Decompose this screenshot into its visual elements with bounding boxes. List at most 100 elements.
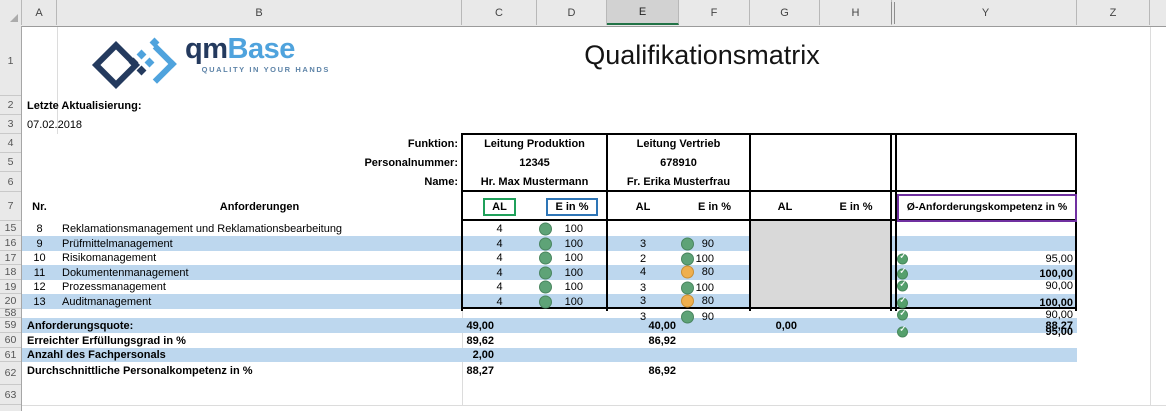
cell-avg[interactable]: 90,00 [895, 308, 1077, 322]
summary-y-value[interactable] [973, 362, 1073, 379]
summary-c-value[interactable]: 88,27 [466, 364, 494, 377]
summary-g-value[interactable] [717, 333, 797, 348]
cell-al-p1[interactable]: 4 [496, 295, 503, 308]
cell-nr[interactable]: 10 [33, 252, 46, 264]
summary-y-value[interactable]: 88,27 [1045, 319, 1073, 332]
person2-funktion[interactable]: Leitung Vertrieb [636, 137, 721, 150]
row-header-61[interactable]: 61 [0, 348, 21, 362]
summary-c-value[interactable]: 89,62 [466, 334, 494, 347]
cell-e-p1[interactable]: 100 [537, 294, 607, 309]
cell-e-p2[interactable]: 90 [679, 309, 750, 324]
cell-al-p2[interactable]: 2 [639, 252, 647, 265]
row-header-5[interactable]: 5 [0, 153, 21, 172]
cell-al-p1[interactable]: 4 [496, 237, 503, 250]
row-header-62[interactable]: 62 [0, 362, 21, 385]
row-header-3[interactable]: 3 [0, 115, 21, 134]
summary-label[interactable]: Anforderungsquote: [27, 319, 134, 332]
header-e-pct-2[interactable]: E in % [697, 200, 731, 213]
cell-nr[interactable]: 12 [33, 281, 46, 293]
person1-personalnummer[interactable]: 12345 [519, 156, 550, 169]
row-header-63[interactable]: 63 [0, 385, 21, 405]
summary-label[interactable]: Durchschnittliche Personalkompetenz in % [27, 364, 253, 377]
row-header-15[interactable]: 15 [0, 221, 21, 236]
row-header-17[interactable]: 17 [0, 251, 21, 265]
cell-al-p1[interactable]: 4 [496, 281, 503, 293]
cell-avg[interactable]: 100,00 [895, 266, 1077, 281]
row-header-6[interactable]: 6 [0, 172, 21, 192]
cell-anforderung[interactable]: Prozessmanagement [62, 281, 166, 293]
cell-al-p2[interactable]: 3 [639, 310, 647, 323]
column-header-h[interactable]: H [820, 0, 892, 25]
cell-anforderung[interactable]: Dokumentenmanagement [62, 266, 189, 279]
row-header-16[interactable]: 16 [0, 236, 21, 251]
person2-name[interactable]: Fr. Erika Musterfrau [626, 176, 731, 188]
row-header-58[interactable]: 58 [0, 307, 21, 319]
summary-g-value[interactable] [717, 362, 797, 379]
column-header-c[interactable]: C [462, 0, 537, 25]
row-header-60[interactable]: 60 [0, 333, 21, 348]
cell-nr[interactable]: 13 [33, 295, 46, 308]
row-header-7[interactable]: 7 [0, 192, 21, 221]
column-header-e-selected[interactable]: E [607, 0, 679, 25]
row-header-59[interactable]: 59 [0, 318, 21, 333]
cell-al-p1[interactable]: 4 [496, 266, 503, 279]
cell-avg[interactable]: 95,00 [895, 324, 1077, 339]
last-update-label[interactable]: Letzte Aktualisierung: [27, 99, 142, 112]
person1-funktion[interactable]: Leitung Produktion [484, 137, 585, 150]
cell-e-p1[interactable]: 100 [537, 251, 607, 265]
summary-label[interactable]: Anzahl des Fachpersonals [27, 349, 166, 361]
person1-name[interactable]: Hr. Max Mustermann [480, 176, 589, 188]
row-header-4[interactable]: 4 [0, 134, 21, 153]
header-al-2[interactable]: AL [635, 200, 651, 213]
column-header-d[interactable]: D [537, 0, 607, 25]
cell-anforderung[interactable]: Risikomanagement [62, 252, 157, 264]
row-header-19[interactable]: 19 [0, 280, 21, 294]
summary-e-value[interactable]: 86,92 [648, 334, 676, 347]
summary-e-value[interactable]: 86,92 [648, 364, 676, 377]
header-e-pct-1[interactable]: E in % [537, 192, 607, 221]
column-header-a[interactable]: A [22, 0, 57, 25]
cell-anforderung[interactable]: Prüfmittelmanagement [62, 237, 173, 250]
summary-y-value[interactable] [973, 348, 1073, 362]
person3-name[interactable] [750, 172, 892, 192]
cell-nr[interactable]: 11 [33, 266, 46, 279]
person3-funktion[interactable] [750, 134, 892, 153]
summary-c-value[interactable]: 2,00 [472, 349, 494, 361]
cell-e-p1[interactable]: 100 [537, 221, 607, 236]
row-header-18[interactable]: 18 [0, 265, 21, 280]
select-all-corner[interactable] [0, 0, 22, 25]
column-header-f[interactable]: F [679, 0, 750, 25]
header-nr[interactable]: Nr. [32, 200, 47, 213]
cell-nr[interactable]: 9 [36, 237, 43, 250]
person3-personalnummer[interactable] [750, 153, 892, 172]
cell-nr[interactable]: 8 [36, 222, 43, 235]
field-label-name[interactable]: Name: [424, 176, 458, 188]
column-header-b[interactable]: B [57, 0, 462, 25]
summary-g-value[interactable] [717, 348, 797, 362]
row-header-1[interactable]: 1 [0, 26, 21, 96]
cell-e-p2[interactable]: 90 [679, 236, 750, 251]
cell-al-p1[interactable]: 4 [496, 222, 503, 235]
header-e-pct-3[interactable]: E in % [839, 200, 873, 213]
cell-anforderung[interactable]: Reklamationsmanagement und Reklamationsb… [62, 222, 343, 235]
summary-g-value[interactable]: 0,00 [775, 319, 797, 332]
cell-al-p2[interactable]: 3 [639, 281, 647, 294]
person2-personalnummer[interactable]: 678910 [660, 156, 697, 169]
header-al-3[interactable]: AL [777, 200, 793, 213]
cell-e-p2[interactable]: 80 [679, 294, 750, 308]
cell-avg[interactable]: 90,00 [895, 279, 1077, 293]
cell-e-p1[interactable]: 100 [537, 236, 607, 251]
field-label-funktion[interactable]: Funktion: [407, 137, 458, 150]
summary-c-value[interactable]: 49,00 [466, 319, 494, 332]
summary-e-value[interactable]: 40,00 [648, 319, 676, 332]
cell-e-p2[interactable]: 100 [679, 251, 750, 266]
summary-e-value[interactable] [596, 348, 676, 362]
row-header-2[interactable]: 2 [0, 96, 21, 115]
cell-al-p2[interactable]: 4 [639, 266, 647, 278]
cell-e-p1[interactable]: 100 [537, 280, 607, 294]
cell-al-p1[interactable]: 4 [496, 252, 503, 264]
last-update-value[interactable]: 07.02.2018 [27, 118, 83, 131]
cell-al-p2[interactable]: 3 [639, 295, 647, 307]
row-header-20[interactable]: 20 [0, 294, 21, 309]
column-header-y[interactable]: Y [895, 0, 1077, 25]
